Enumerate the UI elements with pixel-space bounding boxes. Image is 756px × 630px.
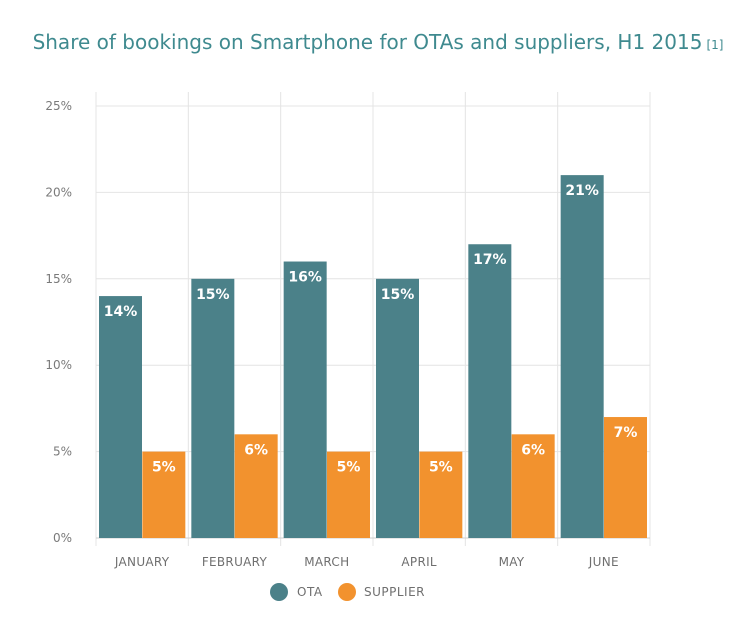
y-tick-label: 15% xyxy=(45,272,72,286)
legend-swatch-ota xyxy=(270,583,288,601)
data-label: 5% xyxy=(337,460,361,476)
y-tick-label: 0% xyxy=(53,531,72,545)
bar-supplier xyxy=(419,451,463,538)
y-tick-label: 5% xyxy=(53,445,72,459)
bar-supplier xyxy=(327,451,370,538)
legend-label-supplier: SUPPLIER xyxy=(364,585,425,599)
y-tick-label: 25% xyxy=(45,99,72,113)
chart-title-text: Share of bookings on Smartphone for OTAs… xyxy=(32,30,703,54)
x-tick-label: JANUARY xyxy=(114,555,170,569)
data-label: 15% xyxy=(196,287,230,303)
bar-ota xyxy=(376,278,419,538)
footnote-ref: [1] xyxy=(706,38,724,52)
data-label: 15% xyxy=(381,287,415,303)
bar-supplier xyxy=(234,434,278,538)
x-tick-label: JUNE xyxy=(588,555,619,569)
x-tick-label: MARCH xyxy=(304,555,349,569)
data-label: 17% xyxy=(473,252,507,268)
bar-ota xyxy=(468,244,512,539)
data-label: 5% xyxy=(152,460,176,476)
data-label: 6% xyxy=(521,442,545,458)
x-tick-label: FEBRUARY xyxy=(202,555,268,569)
data-label: 5% xyxy=(429,460,453,476)
bars: 14% 5% 15% 6% 16% 5% 15% 5% 17% 6% 21% 7% xyxy=(99,175,647,539)
bar-ota xyxy=(99,296,142,538)
y-axis: 0% 5% 10% 15% 20% 25% xyxy=(45,99,72,545)
bar-supplier xyxy=(604,417,647,538)
chart-grid xyxy=(95,92,651,546)
legend-label-ota: OTA xyxy=(297,585,323,599)
legend: OTA SUPPLIER xyxy=(270,583,425,601)
y-tick-label: 10% xyxy=(45,358,72,372)
bar-ota xyxy=(283,261,327,538)
x-tick-label: APRIL xyxy=(401,555,437,569)
x-tick-label: MAY xyxy=(499,555,525,569)
data-label: 16% xyxy=(288,270,322,286)
data-label: 14% xyxy=(104,304,138,320)
y-tick-label: 20% xyxy=(45,185,72,199)
data-label: 21% xyxy=(565,183,599,199)
bar-supplier xyxy=(511,434,555,538)
x-axis: JANUARY FEBRUARY MARCH APRIL MAY JUNE xyxy=(114,555,619,569)
legend-swatch-supplier xyxy=(338,583,356,601)
bar-ota xyxy=(191,278,235,538)
bar-ota xyxy=(560,175,604,538)
data-label: 6% xyxy=(244,442,268,458)
data-label: 7% xyxy=(614,425,638,441)
bar-supplier xyxy=(142,451,186,538)
chart-title: Share of bookings on Smartphone for OTAs… xyxy=(0,30,756,54)
